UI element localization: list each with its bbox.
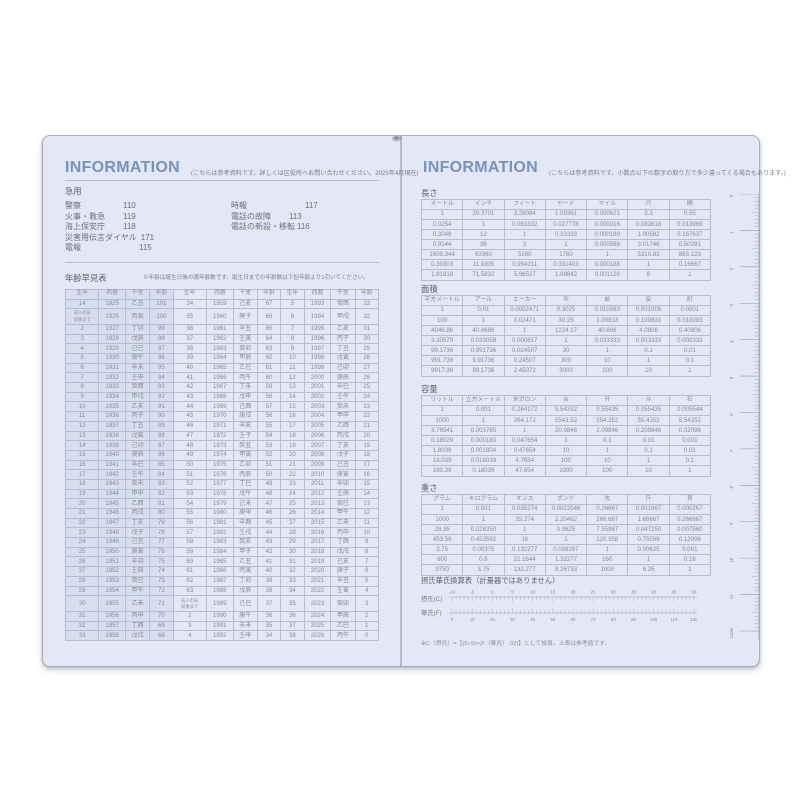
svg-text:1: 1 [729,231,734,234]
svg-text:35: 35 [631,590,636,595]
svg-text:40: 40 [651,590,656,595]
svg-text:70: 70 [591,617,596,622]
svg-text:2: 2 [729,267,734,270]
svg-text:100: 100 [650,617,658,622]
svg-text:25: 25 [591,590,596,595]
svg-text:5: 5 [511,590,514,595]
svg-text:50: 50 [692,590,697,595]
svg-text:8: 8 [729,486,734,489]
svg-text:12cm: 12cm [729,627,734,638]
svg-text:45: 45 [671,590,676,595]
svg-text:4: 4 [729,340,734,343]
svg-text:30: 30 [510,617,515,622]
svg-text:90: 90 [631,617,636,622]
svg-text:130: 130 [690,617,697,622]
svg-text:6: 6 [729,413,734,416]
svg-text:30: 30 [611,590,616,595]
svg-text:40: 40 [530,617,535,622]
svg-text:20: 20 [571,590,576,595]
svg-text:5: 5 [729,376,734,379]
svg-text:7: 7 [729,449,734,452]
svg-text:60: 60 [571,617,576,622]
svg-text:15: 15 [550,590,555,595]
svg-text:3: 3 [729,303,734,306]
svg-text:10: 10 [729,557,734,562]
svg-text:-14: -14 [449,590,456,595]
svg-text:50: 50 [550,617,555,622]
svg-text:-5: -5 [470,590,474,595]
svg-text:10: 10 [530,590,535,595]
svg-text:0: 0 [491,590,494,595]
svg-text:0: 0 [451,617,454,622]
svg-text:80: 80 [611,617,616,622]
svg-text:0: 0 [729,194,734,197]
svg-text:110: 110 [670,617,677,622]
svg-text:20: 20 [490,617,495,622]
svg-text:11: 11 [729,594,734,599]
svg-text:9: 9 [729,522,734,525]
svg-text:10: 10 [470,617,475,622]
